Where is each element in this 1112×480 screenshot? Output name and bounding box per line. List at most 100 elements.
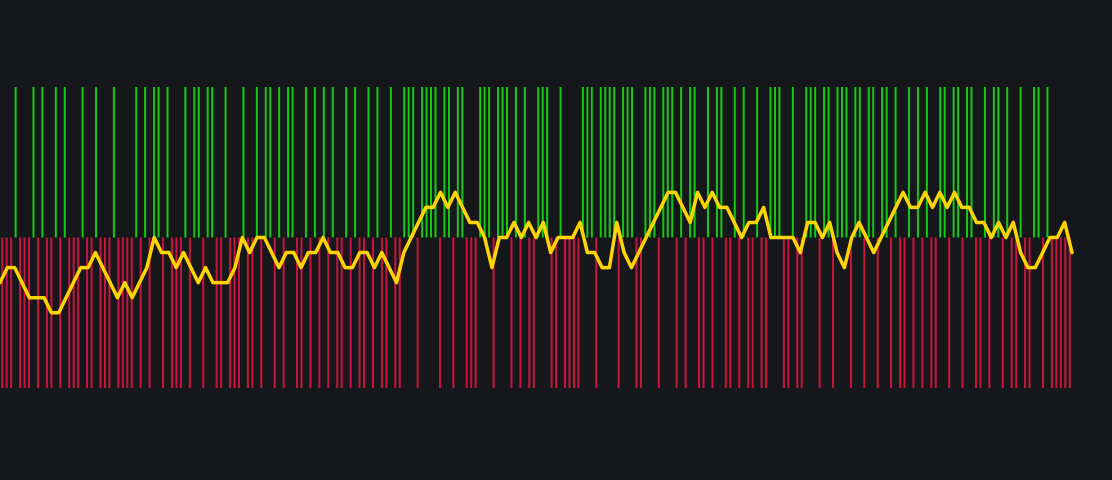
bar	[796, 237, 799, 388]
bar	[541, 87, 544, 238]
bar	[206, 87, 209, 238]
bar	[157, 87, 160, 238]
bar	[255, 87, 258, 238]
bar	[894, 87, 897, 238]
bar	[188, 237, 191, 388]
bar	[385, 237, 388, 388]
bar	[881, 87, 884, 238]
bar	[162, 237, 165, 388]
bar	[300, 237, 303, 388]
bar	[599, 87, 602, 238]
bar	[805, 87, 808, 238]
bar	[827, 87, 830, 238]
bar	[117, 237, 120, 388]
bar	[170, 237, 173, 388]
bar	[604, 87, 607, 238]
bar	[483, 87, 486, 238]
bar	[32, 87, 35, 238]
bar	[912, 237, 915, 388]
bar	[657, 237, 660, 388]
bar	[514, 87, 517, 238]
bar	[890, 237, 893, 388]
bar	[54, 87, 57, 238]
bar	[555, 237, 558, 388]
bar	[197, 87, 200, 238]
bar	[925, 87, 928, 238]
bar	[1059, 237, 1062, 388]
bar	[1019, 87, 1022, 238]
bar	[264, 87, 267, 238]
bar	[858, 87, 861, 238]
bar	[45, 237, 48, 388]
bar	[313, 87, 316, 238]
bar	[899, 237, 902, 388]
bar	[983, 87, 986, 238]
bar	[425, 87, 428, 238]
bar	[246, 237, 249, 388]
bar	[144, 87, 147, 238]
bar	[304, 87, 307, 238]
bar	[921, 237, 924, 388]
bar	[595, 237, 598, 388]
bar	[166, 87, 169, 238]
bar	[706, 87, 709, 238]
bar	[675, 237, 678, 388]
bar	[184, 87, 187, 238]
bar	[1064, 237, 1067, 388]
bar	[613, 87, 616, 238]
bar	[738, 237, 741, 388]
bar	[519, 237, 522, 388]
bar	[939, 87, 942, 238]
bar	[103, 237, 106, 388]
bar	[952, 87, 955, 238]
bar	[948, 237, 951, 388]
bar	[345, 87, 348, 238]
bar	[260, 237, 263, 388]
bar	[10, 237, 13, 388]
bar	[470, 237, 473, 388]
bar	[36, 237, 39, 388]
bar	[505, 87, 508, 238]
bar	[903, 237, 906, 388]
bar	[523, 87, 526, 238]
bar	[800, 237, 803, 388]
bar	[229, 237, 232, 388]
bar	[836, 87, 839, 238]
bar	[81, 87, 84, 238]
bar	[1055, 237, 1058, 388]
bar	[849, 237, 852, 388]
bar	[461, 87, 464, 238]
bar	[95, 87, 98, 238]
bar	[689, 87, 692, 238]
bar	[715, 87, 718, 238]
bar	[358, 237, 361, 388]
bar	[867, 87, 870, 238]
bar	[974, 237, 977, 388]
bar	[291, 87, 294, 238]
bar	[130, 237, 133, 388]
bar	[139, 237, 142, 388]
bar	[322, 87, 325, 238]
bar	[702, 237, 705, 388]
bar	[907, 87, 910, 238]
bar	[590, 87, 593, 238]
bar	[988, 237, 991, 388]
bar	[367, 87, 370, 238]
bar	[528, 237, 531, 388]
bar	[747, 237, 750, 388]
bar	[99, 237, 102, 388]
bar	[814, 87, 817, 238]
bar	[568, 237, 571, 388]
bar	[662, 87, 665, 238]
bar	[751, 237, 754, 388]
bar	[1046, 87, 1049, 238]
bar	[175, 237, 178, 388]
bar	[1015, 237, 1018, 388]
bar	[354, 87, 357, 238]
bar	[309, 237, 312, 388]
bar	[497, 87, 500, 238]
bar	[840, 87, 843, 238]
bar	[782, 237, 785, 388]
bar	[269, 87, 272, 238]
bar	[179, 237, 182, 388]
